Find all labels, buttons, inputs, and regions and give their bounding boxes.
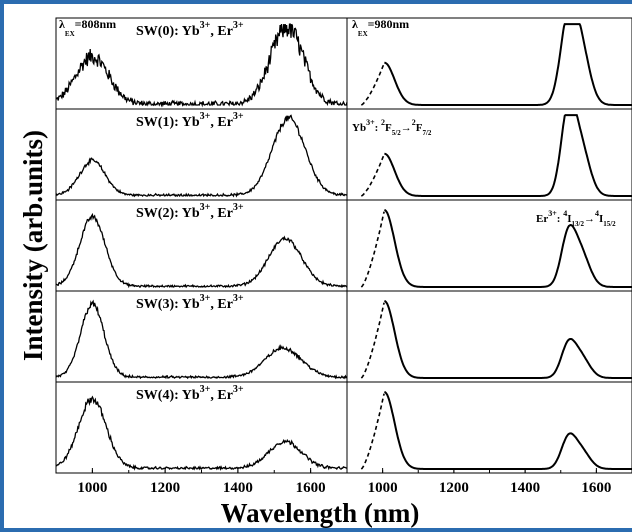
series-line-808nm-panel-0 — [55, 23, 348, 108]
excitation-sub: EX — [65, 30, 75, 38]
plot-border — [55, 17, 632, 474]
panel-label-sup: 3+ — [233, 293, 244, 304]
panel-label-sup: 3+ — [200, 202, 211, 213]
panel-label-base: SW(2): Yb — [136, 206, 200, 221]
annotation-part: : — [375, 122, 381, 134]
annotation-part: 3+ — [548, 209, 557, 218]
series-line-980nm-panel-2 — [384, 209, 632, 288]
panel-label-mid: , Er — [210, 115, 233, 130]
excitation-label-0: λEX=808nm — [59, 17, 116, 38]
pump-dashed-line-panel-3 — [360, 302, 385, 379]
annotation-part: : — [557, 213, 563, 225]
x-tick-label: 1000 — [77, 480, 107, 496]
annotation-part: 2 — [381, 118, 385, 127]
annotation-part: 5/2 — [392, 129, 401, 137]
panel-label-sup: 3+ — [200, 111, 211, 122]
excitation-lambda: λ — [352, 17, 358, 31]
series-line-808nm-panel-3 — [55, 299, 348, 380]
annotation-part: Yb — [352, 122, 366, 134]
series-line-808nm-panel-2 — [56, 212, 348, 289]
panel-label-mid: , Er — [210, 24, 233, 39]
x-tick-label: 1600 — [581, 480, 611, 496]
panel-label-2: SW(2): Yb3+, Er3+ — [136, 202, 244, 221]
pump-dashed-line-panel-2 — [360, 211, 385, 288]
series-line-980nm-panel-0 — [384, 23, 632, 106]
panel-label-sup: 3+ — [200, 384, 211, 395]
excitation-label-1: λEX=980nm — [352, 17, 409, 38]
series-line-808nm-panel-1 — [55, 114, 348, 198]
panel-label-1: SW(1): Yb3+, Er3+ — [136, 111, 244, 130]
x-tick-label: 1200 — [150, 480, 180, 496]
transition-annotation-0: Yb3+: 2F5/2→2F7/2 — [352, 118, 432, 137]
annotation-part: 15/2 — [603, 220, 616, 228]
excitation-sub: EX — [358, 30, 368, 38]
x-tick-label: 1000 — [368, 480, 398, 496]
transition-annotation-1: Er3+: 4I13/2→4I15/2 — [536, 209, 616, 228]
excitation-value: =808nm — [75, 17, 117, 31]
series-line-980nm-panel-4 — [384, 391, 632, 470]
panel-label-3: SW(3): Yb3+, Er3+ — [136, 293, 244, 312]
panel-label-mid: , Er — [210, 297, 233, 312]
pump-dashed-line-panel-0 — [360, 63, 385, 106]
panel-label-sup: 3+ — [233, 111, 244, 122]
annotation-part: Er — [536, 213, 548, 225]
pump-dashed-line-panel-4 — [360, 393, 385, 470]
panel-label-0: SW(0): Yb3+, Er3+ — [136, 20, 244, 39]
panel-label-sup: 3+ — [200, 20, 211, 31]
panel-label-sup: 3+ — [233, 202, 244, 213]
panel-label-base: SW(4): Yb — [136, 388, 200, 403]
x-tick-label: 1400 — [223, 480, 253, 496]
excitation-lambda: λ — [59, 17, 65, 31]
x-tick-label: 1400 — [510, 480, 540, 496]
annotation-part: 7/2 — [422, 129, 431, 137]
panel-label-sup: 3+ — [233, 20, 244, 31]
y-axis-title: Intensity (arb.units) — [18, 130, 48, 361]
pump-dashed-line-panel-1 — [360, 154, 385, 197]
x-tick-label: 1200 — [439, 480, 469, 496]
annotation-part: 13/2 — [572, 220, 585, 228]
panel-label-sup: 3+ — [200, 293, 211, 304]
annotation-part: → — [401, 122, 412, 134]
series-line-980nm-panel-1 — [384, 114, 632, 197]
panel-label-base: SW(0): Yb — [136, 24, 200, 39]
panel-label-base: SW(1): Yb — [136, 115, 200, 130]
excitation-value: =980nm — [368, 17, 410, 31]
annotation-part: F — [385, 122, 392, 134]
x-axis-title: Wavelength (nm) — [221, 498, 420, 528]
annotation-part: 2 — [412, 118, 416, 127]
annotation-part: 3+ — [366, 118, 375, 127]
x-tick-label: 1600 — [296, 480, 326, 496]
series-line-808nm-panel-4 — [55, 395, 348, 472]
annotation-part: 4 — [595, 209, 599, 218]
annotation-part: → — [584, 213, 595, 225]
annotation-part: I — [599, 213, 603, 225]
panel-label-sup: 3+ — [233, 384, 244, 395]
panel-label-mid: , Er — [210, 388, 233, 403]
annotation-part: F — [416, 122, 423, 134]
series-line-980nm-panel-3 — [384, 300, 632, 379]
panel-label-base: SW(3): Yb — [136, 297, 200, 312]
panel-label-4: SW(4): Yb3+, Er3+ — [136, 384, 244, 403]
annotation-part: 4 — [563, 209, 567, 218]
panel-label-mid: , Er — [210, 206, 233, 221]
annotation-part: I — [567, 213, 571, 225]
